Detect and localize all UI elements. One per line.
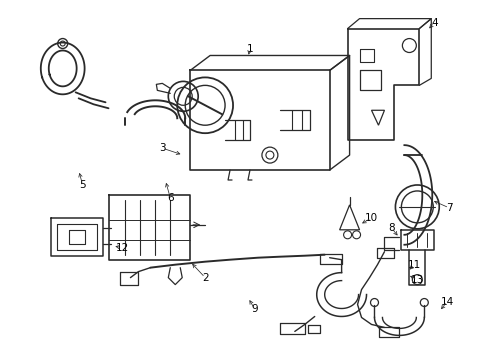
- Text: 14: 14: [440, 297, 453, 306]
- Text: 5: 5: [79, 180, 86, 190]
- Text: 9: 9: [251, 305, 258, 315]
- Text: 10: 10: [364, 213, 377, 223]
- Text: 2: 2: [202, 273, 208, 283]
- Text: 1: 1: [246, 44, 253, 54]
- Polygon shape: [371, 110, 384, 125]
- Text: 12: 12: [116, 243, 129, 253]
- Text: 13: 13: [410, 275, 423, 285]
- Text: 6: 6: [166, 193, 173, 203]
- Text: 4: 4: [430, 18, 437, 28]
- Text: 8: 8: [387, 223, 394, 233]
- Polygon shape: [339, 205, 359, 230]
- Text: 7: 7: [445, 203, 451, 213]
- Text: 11: 11: [407, 260, 420, 270]
- Text: 3: 3: [159, 143, 165, 153]
